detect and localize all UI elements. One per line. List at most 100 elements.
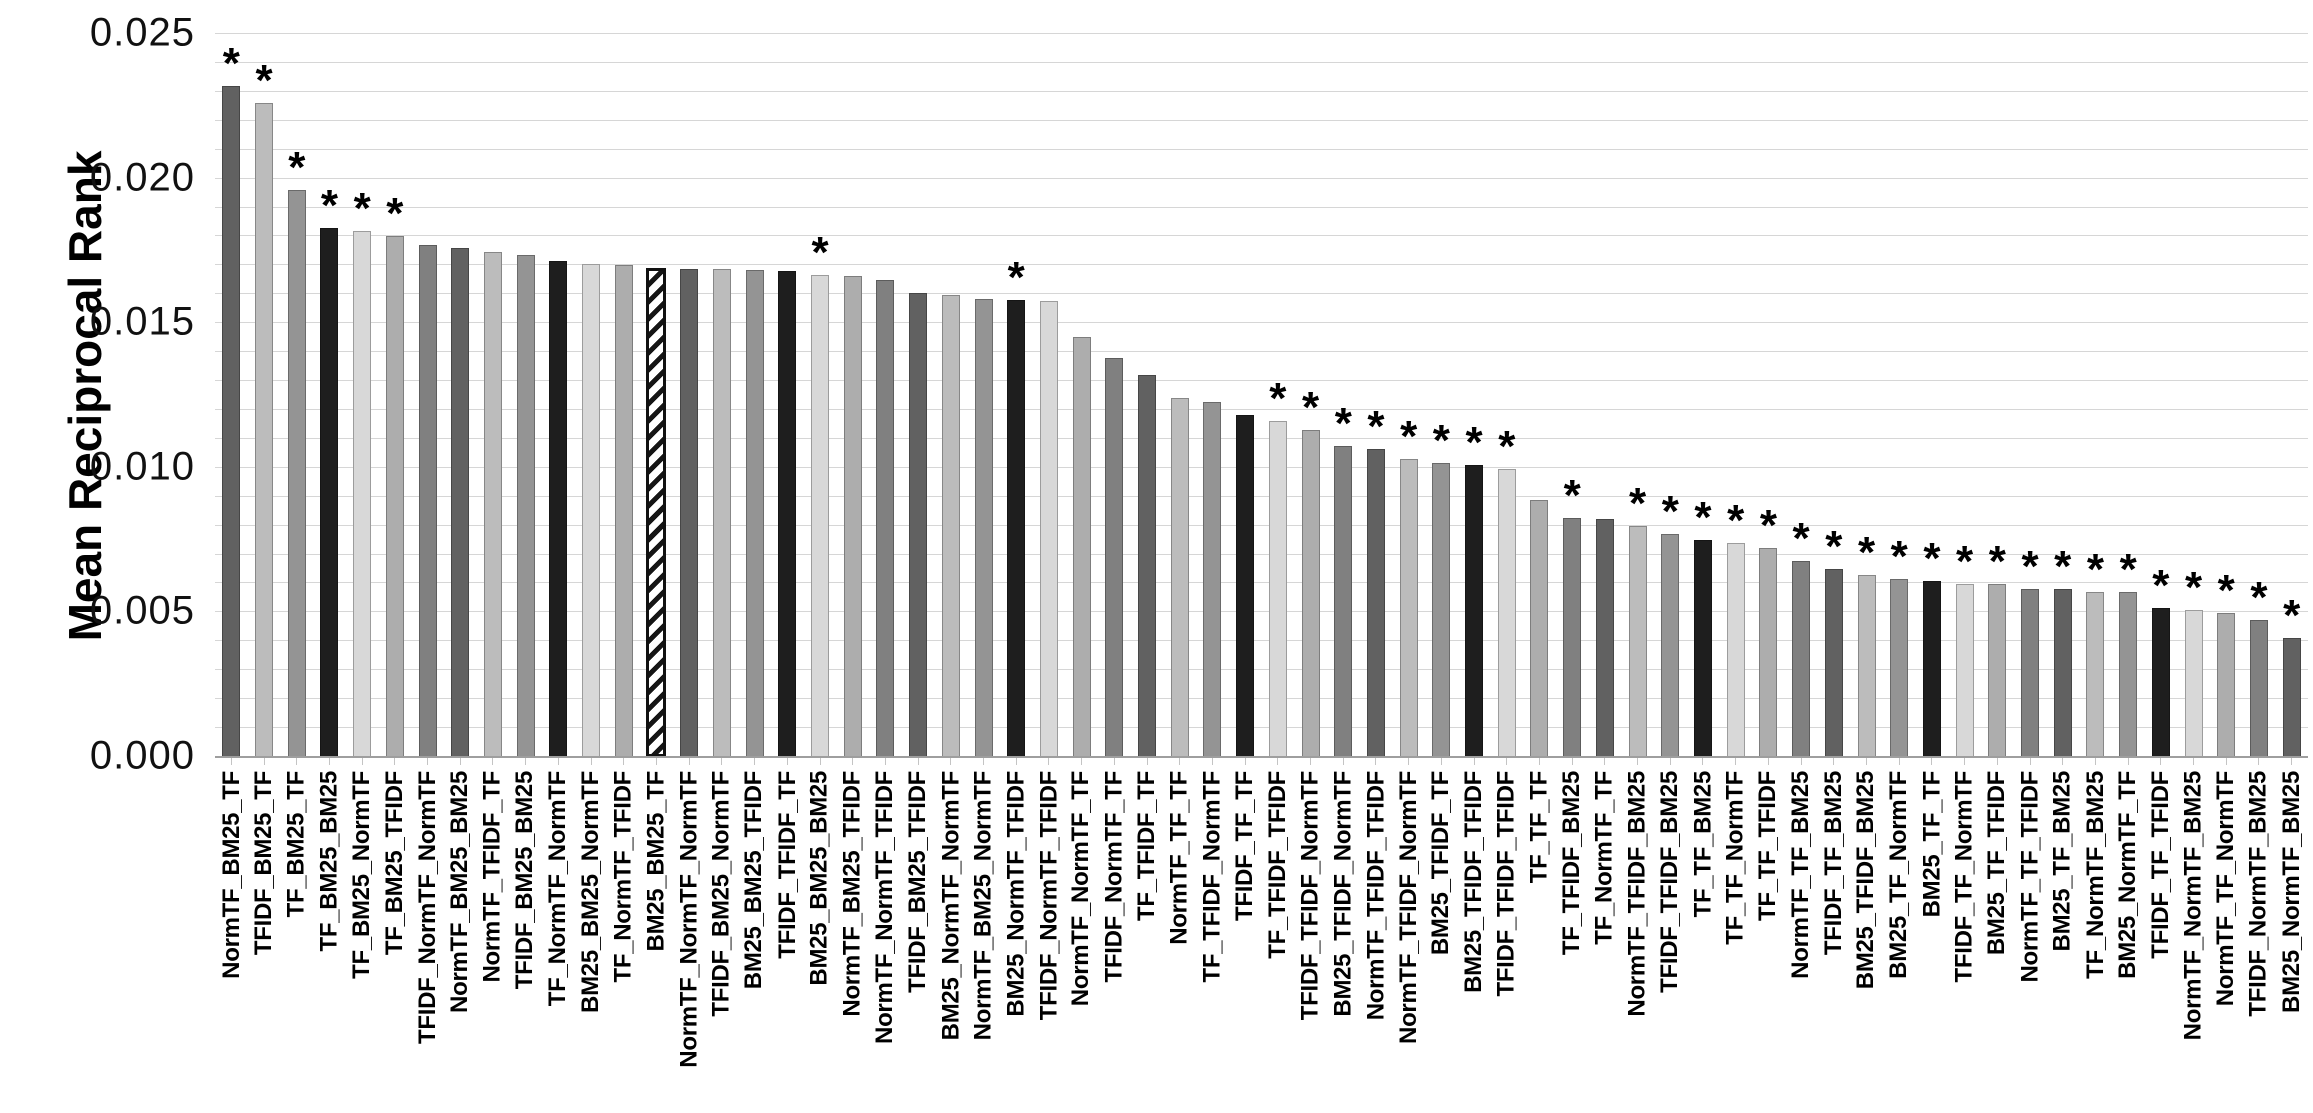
- x-tick-mark: [1179, 757, 1181, 765]
- x-tick-mark: [361, 757, 363, 765]
- y-tick-label: 0.025: [89, 10, 195, 55]
- x-category-label: TFIDF_BM25_NormTF: [707, 771, 735, 1017]
- x-tick-mark: [688, 757, 690, 765]
- bar: [287, 190, 306, 757]
- significance-asterisk: *: [320, 181, 339, 230]
- bar: [1661, 534, 1680, 757]
- bar-slot: * NormTF_TFIDF_TFIDF: [1360, 34, 1393, 1113]
- bar: [876, 280, 895, 757]
- x-category-label: TFIDF_NormTF_BM25: [2244, 771, 2272, 1017]
- x-tick-mark: [492, 757, 494, 765]
- bar-slot: TFIDF_BM25_BM25: [509, 34, 542, 1113]
- bar: [418, 245, 437, 757]
- x-tick-mark: [328, 757, 330, 765]
- x-category-label: TF_NormTF_TFIDF: [609, 771, 637, 983]
- bar-slot: * TFIDF_TF_BM25: [1817, 34, 1850, 1113]
- significance-asterisk: *: [811, 228, 829, 277]
- x-tick-mark: [557, 757, 559, 765]
- bar: [1628, 526, 1647, 757]
- bar: [1530, 500, 1549, 757]
- x-category-label: TF_NormTF_BM25: [2081, 771, 2109, 979]
- x-tick-mark: [2225, 757, 2227, 765]
- bar-slot: NormTF_NormTF_TFIDF: [869, 34, 902, 1113]
- bar: [909, 293, 928, 757]
- x-tick-mark: [2160, 757, 2162, 765]
- gridline: [215, 408, 2308, 410]
- gridline: [215, 698, 2308, 700]
- x-category-label: NormTF_BM25_TFIDF: [838, 771, 866, 1017]
- significance-asterisk: *: [1498, 422, 1516, 471]
- x-tick-mark: [1538, 757, 1540, 765]
- bar: [843, 276, 862, 757]
- bar-slot: * TF_TFIDF_TFIDF: [1262, 34, 1295, 1113]
- x-category-label: TF_TFIDF_BM25: [1558, 771, 1586, 956]
- x-tick-mark: [590, 757, 592, 765]
- y-tick-label: 0.015: [89, 299, 195, 344]
- bar: [1399, 459, 1418, 757]
- bar-slot: * BM25_TFIDF_BM25: [1850, 34, 1883, 1113]
- significance-asterisk: *: [2250, 573, 2268, 622]
- bar-slot: * TF_BM25_TF: [280, 34, 313, 1113]
- x-tick-mark: [230, 757, 232, 765]
- x-category-label: TF_TF_BM25: [1689, 771, 1716, 918]
- bar-slot: * TF_TF_NormTF: [1719, 34, 1752, 1113]
- x-tick-mark: [1735, 757, 1737, 765]
- bar-slot: * TFIDF_TF_TFIDF: [2144, 34, 2177, 1113]
- x-category-label: TFIDF_TFIDF_TFIDF: [1492, 771, 1520, 997]
- x-category-label: NormTF_TFIDF_NormTF: [1394, 771, 1422, 1044]
- y-tick-label: 0.000: [89, 733, 195, 778]
- bar: [1432, 463, 1451, 757]
- bar-slot: TFIDF_TFIDF_TF: [771, 34, 804, 1113]
- x-axis-line: [215, 756, 2308, 758]
- bar: [1007, 300, 1026, 757]
- x-category-label: NormTF_TFIDF_TFIDF: [1361, 771, 1389, 1021]
- bar-slot: TF_TFIDF_TF: [1131, 34, 1164, 1113]
- bar-slot: BM25_BM25_NormTF: [575, 34, 608, 1113]
- significance-asterisk: *: [1857, 528, 1876, 577]
- x-category-label: TFIDF_TFIDF_BM25: [1656, 771, 1684, 993]
- significance-asterisk: *: [1661, 487, 1679, 536]
- x-category-label: BM25_BM25_BM25: [806, 771, 834, 986]
- gridline: [215, 437, 2308, 439]
- x-category-label: BM25_TF_NormTF: [1885, 771, 1913, 979]
- x-category-label: TF_TF_TF: [1525, 771, 1553, 884]
- x-tick-mark: [950, 757, 952, 765]
- bar-slot: TF_NormTF_TFIDF: [607, 34, 640, 1113]
- significance-asterisk: *: [2054, 542, 2072, 591]
- x-category-label: NormTF_TFIDF_BM25: [1623, 771, 1651, 1017]
- x-category-label: TFIDF_TFIDF_TF: [773, 771, 801, 959]
- x-tick-mark: [721, 757, 723, 765]
- significance-asterisk: *: [2086, 545, 2104, 594]
- bar: [745, 270, 764, 757]
- x-tick-mark: [1637, 757, 1639, 765]
- bar: [2119, 592, 2138, 757]
- x-tick-mark: [1113, 757, 1115, 765]
- x-category-label: NormTF_BM25_BM25: [446, 771, 474, 1013]
- significance-asterisk: *: [1792, 514, 1810, 563]
- x-category-label: NormTF_NormTF_TFIDF: [871, 771, 899, 1044]
- bar: [1693, 540, 1712, 757]
- bar-slot: * NormTF_TF_TFIDF: [2014, 34, 2047, 1113]
- bar: [1857, 575, 1876, 757]
- x-tick-mark: [983, 757, 985, 765]
- gridline: [215, 640, 2308, 642]
- bar-slot: TFIDF_BM25_TFIDF: [902, 34, 935, 1113]
- significance-asterisk: *: [1727, 496, 1745, 545]
- bar: [974, 299, 993, 757]
- bar: [1366, 449, 1385, 757]
- bar: [222, 86, 241, 757]
- gridline: [215, 351, 2308, 353]
- bar: [353, 231, 372, 757]
- significance-asterisk: *: [1007, 253, 1025, 302]
- x-tick-mark: [459, 757, 461, 765]
- y-tick-label: 0.020: [89, 155, 195, 200]
- gridline: [215, 524, 2308, 526]
- x-tick-mark: [655, 757, 657, 765]
- bar-slot: * BM25_TF_NormTF: [1883, 34, 1916, 1113]
- x-tick-mark: [884, 757, 886, 765]
- x-tick-mark: [1506, 757, 1508, 765]
- bar: [1988, 584, 2007, 757]
- bar: [2086, 592, 2105, 757]
- bar-slot: BM25_NormTF_NormTF: [934, 34, 967, 1113]
